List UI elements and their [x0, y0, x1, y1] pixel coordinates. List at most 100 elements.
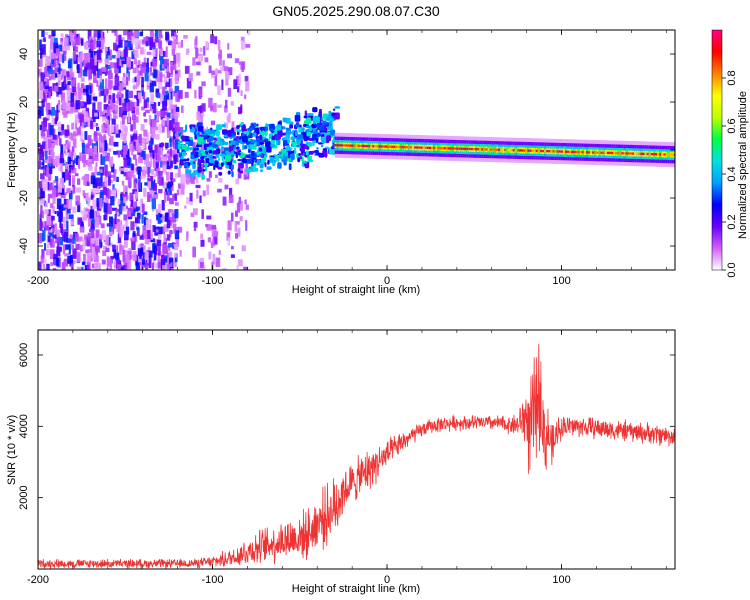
spectrogram-cell: [60, 193, 66, 198]
spectrogram-cell: [104, 58, 110, 65]
spectrogram-cell: [139, 203, 143, 213]
spectrogram-cell: [40, 255, 44, 264]
spectrogram-cell: [241, 41, 246, 50]
spectrogram-cell: [297, 157, 301, 163]
spectrogram-cell: [147, 195, 151, 202]
spectrogram-cell: [64, 199, 67, 205]
spectrogram-cell: [150, 135, 154, 145]
spectrogram-cell: [131, 114, 136, 121]
spectrogram-cell: [128, 172, 132, 178]
spectrogram-cell: [73, 185, 76, 194]
spectrogram-cell: [216, 148, 221, 154]
spectrogram-cell: [214, 36, 218, 45]
spectrogram-cell: [156, 92, 161, 99]
spectrogram-cell: [71, 175, 76, 185]
spectrogram-cell: [124, 220, 129, 227]
spectrogram-cell: [133, 30, 139, 38]
spectrogram-cell: [79, 114, 84, 123]
spectrogram-cell: [152, 38, 156, 48]
spectrogram-cell: [560, 150, 564, 153]
spectrogram-cell: [132, 133, 138, 140]
spectrogram-cell: [238, 137, 241, 141]
spectrogram-cell: [113, 263, 118, 269]
spectrogram-y-tick-label: 40: [18, 48, 30, 60]
spectrogram-cell: [201, 131, 206, 135]
spectrogram-cell: [483, 148, 486, 151]
spectrogram-cell: [91, 109, 95, 120]
spectrogram-cell: [238, 162, 244, 169]
spectrogram-cell: [47, 166, 53, 174]
spectrogram-cell: [600, 151, 604, 154]
spectrogram-cell: [93, 184, 96, 194]
spectrogram-cell: [153, 193, 159, 200]
spectrogram-cell: [99, 142, 104, 153]
snr-frame: [37, 329, 676, 570]
spectrogram-cell: [521, 149, 524, 152]
spectrogram-cell: [39, 151, 45, 161]
spectrogram-cell: [38, 261, 42, 270]
spectrogram-cell: [193, 147, 200, 151]
spectrogram-cell: [145, 262, 149, 270]
spectrogram-cell: [111, 30, 116, 33]
spectrogram-cell: [148, 196, 153, 202]
spectrogram-cell: [123, 134, 127, 144]
spectrogram-cell: [116, 212, 120, 216]
spectrogram-cell: [222, 196, 227, 206]
spectrogram-cell: [157, 175, 162, 185]
spectrogram-cell: [508, 148, 512, 152]
spectrogram-cell: [170, 109, 174, 114]
spectrogram-cell: [443, 147, 447, 150]
spectrogram-cell: [127, 76, 131, 82]
spectrogram-cell: [224, 184, 229, 190]
spectrogram-cell: [209, 135, 213, 142]
spectrogram-cell: [166, 263, 171, 270]
spectrogram-cell: [201, 209, 204, 219]
spectrogram-cell: [192, 57, 196, 66]
spectrogram-cell: [116, 223, 121, 233]
spectrogram-cell: [157, 252, 161, 262]
spectrogram-cell: [129, 61, 134, 69]
spectrogram-cell: [245, 44, 251, 48]
spectrogram-cell: [312, 128, 317, 131]
spectrogram-cell: [132, 85, 138, 89]
spectrogram-cell: [149, 67, 152, 73]
spectrogram-cell: [441, 147, 445, 150]
spectrogram-cell: [155, 170, 160, 176]
spectrogram-cell: [512, 149, 516, 152]
spectrogram-cell: [131, 212, 136, 216]
spectrogram-cell: [242, 143, 245, 151]
spectrogram-cell: [221, 79, 224, 91]
spectrogram-cell: [218, 250, 221, 255]
spectrogram-cell: [81, 261, 86, 266]
spectrogram-cell: [158, 188, 163, 194]
spectrogram-cell: [118, 82, 124, 92]
spectrogram-cell: [71, 146, 75, 156]
spectrogram-cell: [267, 159, 270, 165]
spectrogram-cell: [285, 127, 290, 131]
spectrogram-cell: [48, 155, 54, 165]
spectrogram-cell: [233, 145, 237, 150]
spectrogram-cell: [74, 91, 78, 96]
spectrogram-cell: [103, 245, 107, 250]
spectrogram-cell: [44, 243, 47, 251]
spectrogram-cell: [230, 150, 234, 156]
spectrogram-cell: [171, 35, 177, 40]
spectrogram-cell: [54, 37, 58, 44]
spectrogram-cell: [140, 124, 145, 131]
spectrogram-cell: [331, 112, 336, 117]
spectrogram-cell: [63, 265, 66, 270]
spectrogram-cell: [82, 111, 88, 122]
spectrogram-cell: [88, 48, 94, 59]
spectrogram-cell: [221, 123, 226, 128]
spectrogram-cell: [52, 206, 56, 214]
spectrogram-cell: [40, 72, 46, 84]
spectrogram-cell: [70, 92, 74, 102]
spectrogram-cell: [433, 146, 436, 150]
colorbar: 0.00.20.40.60.8 Normalized spectral ampl…: [711, 29, 749, 278]
spectrogram-cell: [200, 144, 203, 151]
spectrogram-cell: [204, 153, 207, 157]
spectrogram-cell: [227, 237, 230, 246]
spectrogram-cell: [80, 130, 84, 142]
spectrogram-cell: [85, 159, 91, 166]
spectrogram-cell: [168, 251, 173, 263]
